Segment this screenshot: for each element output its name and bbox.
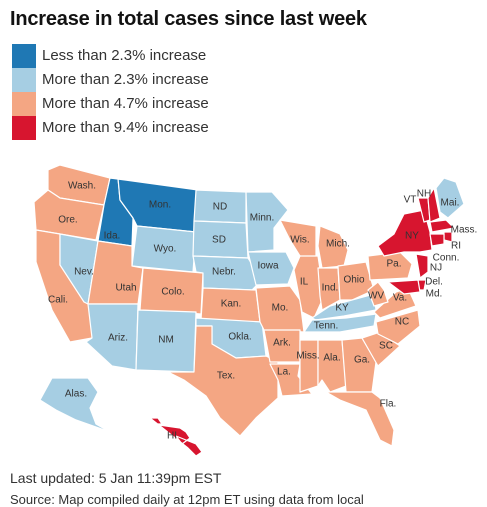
state-mass <box>429 219 455 233</box>
state-label-colo: Colo. <box>161 287 184 298</box>
last-updated: Last updated: 5 Jan 11:39pm EST <box>10 470 222 486</box>
state-label-nebr: Nebr. <box>212 267 236 278</box>
state-label-mai: Mai. <box>441 198 460 209</box>
state-label-md: Md. <box>426 289 443 300</box>
state-label-miss: Miss. <box>296 351 319 362</box>
legend-swatch <box>12 68 36 92</box>
state-label-ga: Ga. <box>354 355 370 366</box>
state-label-la: La. <box>277 367 291 378</box>
state-label-nm: NM <box>158 335 174 346</box>
state-label-sc: SC <box>379 341 393 352</box>
state-mai <box>435 177 465 219</box>
state-nc <box>375 309 421 345</box>
state-label-ny: NY <box>405 231 419 242</box>
state-label-hi: HI <box>167 431 177 442</box>
state-label-ore: Ore. <box>58 215 77 226</box>
legend-label: More than 2.3% increase <box>42 71 209 88</box>
state-label-nev: Nev. <box>74 267 94 278</box>
state-label-pa: Pa. <box>386 259 401 270</box>
legend-swatch <box>12 44 36 68</box>
legend-swatch <box>12 92 36 116</box>
state-label-utah: Utah <box>115 283 136 294</box>
state-miss <box>299 339 319 393</box>
state-label-nj: NJ <box>430 263 442 274</box>
state-label-ark: Ark. <box>273 338 291 349</box>
state-label-del: Del. <box>425 277 443 288</box>
state-label-alas: Alas. <box>65 389 87 400</box>
state-nj <box>415 253 429 279</box>
state-label-nh: NH <box>417 189 431 200</box>
state-va <box>373 287 417 319</box>
state-label-tex: Tex. <box>217 371 235 382</box>
state-ohio <box>337 261 375 301</box>
state-label-nd: ND <box>213 202 227 213</box>
state-label-mass: Mass. <box>451 225 478 236</box>
state-label-va: Va. <box>393 293 407 304</box>
state-label-ariz: Ariz. <box>108 333 128 344</box>
state-fla <box>325 391 395 447</box>
state-ind <box>317 267 341 311</box>
state-alas <box>39 377 111 433</box>
state-nh <box>427 187 441 223</box>
legend-label: More than 9.4% increase <box>42 119 209 136</box>
state-label-mich: Mich. <box>326 239 350 250</box>
state-hi <box>149 417 203 457</box>
state-label-wyo: Wyo. <box>154 244 177 255</box>
legend-label: Less than 2.3% increase <box>42 47 207 64</box>
state-md <box>387 279 421 295</box>
state-label-tenn: Tenn. <box>314 321 338 332</box>
state-label-minn: Minn. <box>250 213 274 224</box>
state-iowa <box>247 251 295 286</box>
state-ariz <box>85 303 139 371</box>
state-label-il: IL <box>300 277 309 288</box>
state-label-vt: VT <box>404 195 417 206</box>
state-label-conn: Conn. <box>433 253 460 264</box>
page-title: Increase in total cases since last week <box>10 8 367 30</box>
state-label-ohio: Ohio <box>343 275 365 286</box>
state-nev <box>59 233 99 305</box>
state-tex <box>167 325 279 437</box>
state-label-ri: RI <box>451 241 461 252</box>
state-label-cali: Cali. <box>48 295 68 306</box>
state-label-wash: Wash. <box>68 181 96 192</box>
state-label-sd: SD <box>212 235 226 246</box>
state-label-mon: Mon. <box>149 200 171 211</box>
state-label-okla: Okla. <box>228 332 251 343</box>
state-label-mo: Mo. <box>272 303 289 314</box>
state-label-ida: Ida. <box>104 231 121 242</box>
state-ala <box>317 339 347 393</box>
legend-swatch <box>12 116 36 140</box>
state-label-wis: Wis. <box>290 235 309 246</box>
state-ga <box>341 337 377 393</box>
state-conn <box>429 233 445 247</box>
state-label-nc: NC <box>395 317 409 328</box>
state-label-ala: Ala. <box>323 353 340 364</box>
state-label-kan: Kan. <box>221 299 242 310</box>
legend-label: More than 4.7% increase <box>42 95 209 112</box>
state-label-fla: Fla. <box>380 399 397 410</box>
state-label-iowa: Iowa <box>257 261 279 272</box>
state-wv <box>367 281 389 307</box>
state-label-ind: Ind. <box>322 283 339 294</box>
state-label-wv: WV <box>368 291 384 302</box>
state-label-ky: KY <box>335 303 349 314</box>
